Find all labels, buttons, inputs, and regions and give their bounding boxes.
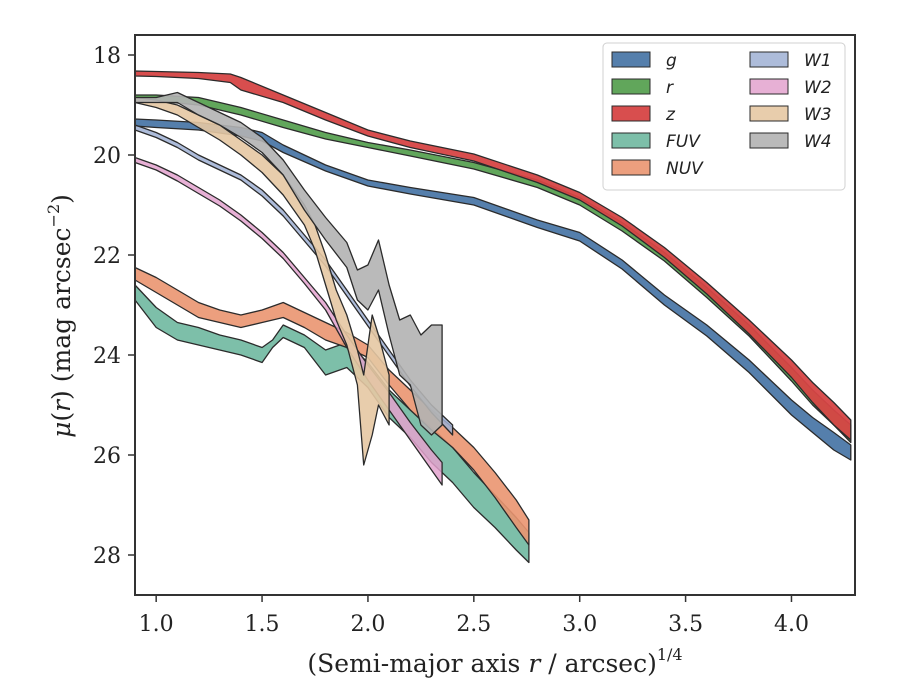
legend-item-g: g [611,51,677,71]
y-tick-label: 20 [93,144,121,169]
y-tick-label: 24 [93,344,121,369]
legend-item-w4: W4 [749,132,832,152]
x-axis-title-post: / arcsec) [540,649,657,678]
legend-item-z: z [611,105,676,125]
legend-swatch [611,105,651,122]
x-tick-label: 3.0 [562,612,597,637]
legend-swatch [749,105,789,122]
legend-label: r [666,78,674,98]
legend-item-w1: W1 [749,51,832,71]
legend-label: W1 [804,51,832,71]
x-tick-label: 4.0 [774,612,809,637]
x-axis-title-sup: 1/4 [657,645,683,664]
y-axis-title-close: ) [47,194,76,204]
x-tick-label: 2.0 [350,612,385,637]
y-axis-title-var: r [47,398,76,412]
y-tick-label: 26 [93,444,121,469]
legend-label: FUV [666,132,701,152]
legend-label: W4 [804,132,832,152]
legend-item-w3: W3 [749,105,832,125]
legend-item-r: r [611,78,674,98]
legend-label: W2 [804,78,832,98]
legend-swatch [749,51,789,68]
y-axis: 18 20 22 24 26 28 [93,44,135,569]
y-axis-title-rest: ) (mag arcsec [47,227,76,400]
legend-item-w2: W2 [749,78,832,98]
y-tick-label: 28 [93,544,121,569]
legend-swatch [611,78,651,95]
x-tick-label: 2.5 [456,612,491,637]
legend-item-fuv: FUV [611,132,701,152]
y-axis-title-sup: −2 [44,204,63,228]
y-axis-title: μ(r) (mag arcsec−2) [44,194,76,438]
band-w2 [134,156,443,486]
plot-area [134,70,852,564]
legend-label: W3 [804,105,832,125]
legend-item-nuv: NUV [611,159,704,179]
x-axis-title-pre: (Semi-major axis [307,649,528,678]
x-axis-title: (Semi-major axis r / arcsec)1/4 [307,645,682,678]
band-nuv [134,266,530,546]
legend-label: z [665,105,676,125]
legend-swatch [749,132,789,149]
y-axis-title-mu: μ [47,422,76,438]
legend-label: g [666,51,677,71]
x-tick-label: 3.5 [668,612,703,637]
legend-swatch [611,51,651,68]
y-tick-label: 18 [93,44,121,69]
legend-swatch [749,78,789,95]
x-tick-label: 1.0 [139,612,174,637]
x-axis: 1.0 1.5 2.0 2.5 3.0 3.5 4.0 [139,595,809,637]
legend-swatch [611,132,651,149]
band-w4 [134,91,443,436]
legend-swatch [611,159,651,176]
band-w1 [134,124,454,436]
band-g [134,118,852,461]
y-axis-title-open: ( [47,412,76,422]
legend-label: NUV [666,159,704,179]
band-z [134,70,852,441]
y-tick-label: 22 [93,244,121,269]
legend: grz FUV NUV W1 W2 W3 W4 [602,42,846,191]
band-w3 [134,96,390,466]
x-tick-label: 1.5 [245,612,280,637]
band-fuv [134,284,530,564]
plot-frame [134,34,856,596]
x-axis-title-var: r [528,649,542,678]
band-r [134,94,852,444]
